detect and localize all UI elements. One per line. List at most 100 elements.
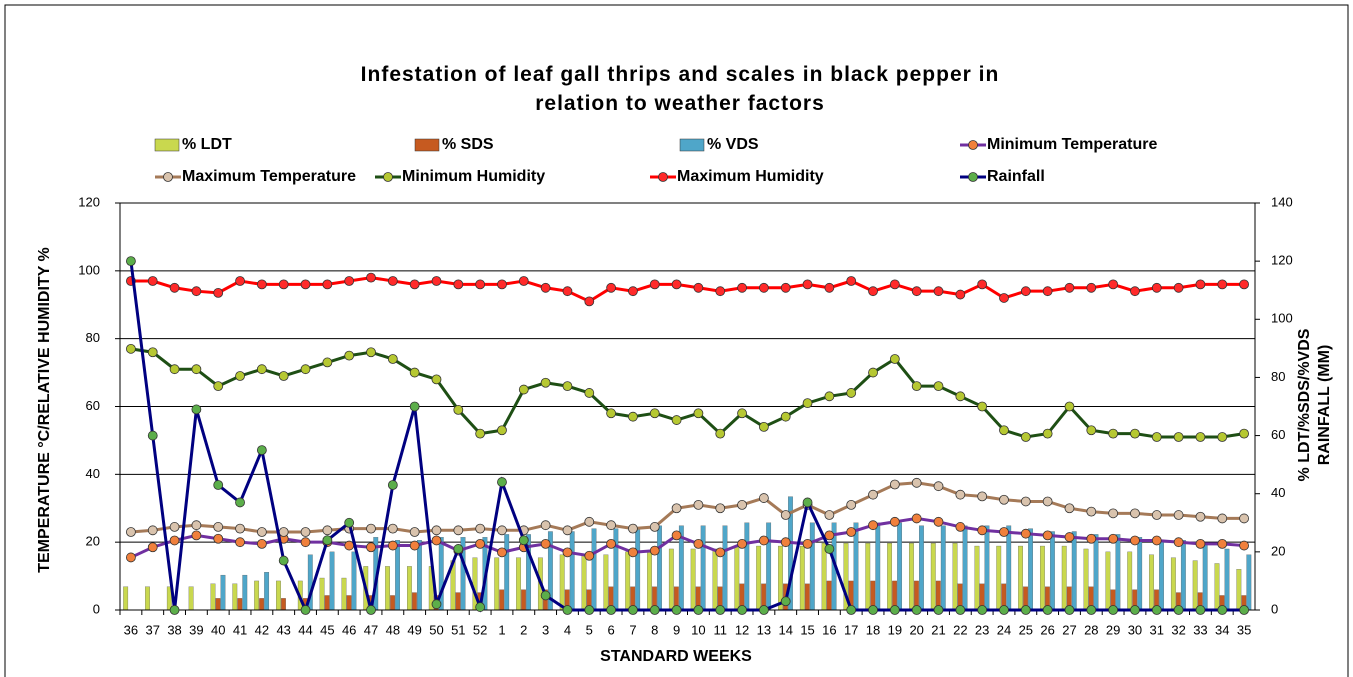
marker [191,404,202,415]
marker [366,542,376,553]
marker [780,510,791,520]
bar [1105,551,1111,611]
marker [737,408,747,419]
marker [1108,533,1119,544]
marker [911,605,922,615]
marker [191,364,202,375]
bar [1180,540,1186,611]
marker [256,538,267,549]
marker [235,371,245,381]
marker [628,605,638,615]
marker [322,525,333,536]
marker [256,279,267,290]
marker [540,538,551,549]
marker [169,535,180,546]
marker [1239,540,1249,551]
marker [1130,428,1140,439]
marker [1042,530,1053,541]
marker [1020,528,1031,539]
bar [145,586,150,611]
y-tick-label: 40 [86,466,100,481]
x-tick-label: 20 [909,622,923,637]
x-tick-label: 49 [407,622,421,637]
marker [977,401,988,412]
marker [300,279,311,290]
marker [737,282,747,293]
marker [191,520,202,531]
marker [1086,533,1097,544]
bar [276,580,281,611]
marker [715,605,726,615]
marker [1064,401,1075,412]
bar [657,525,662,611]
marker [562,381,573,392]
marker [889,354,900,364]
marker [693,605,704,615]
marker [147,430,158,441]
bar [1049,531,1055,611]
x-tick-label: 41 [233,622,247,637]
y-tick-label: 120 [78,194,100,209]
marker [518,384,529,395]
x-tick-label: 48 [386,622,400,637]
marker [366,272,376,283]
bar [766,522,772,611]
bar [1236,569,1242,611]
x-tick-label: 29 [1106,622,1120,637]
x-tick-label: 10 [691,622,705,637]
marker [802,497,813,508]
legend-swatch [163,172,173,182]
marker [1042,428,1053,439]
marker [868,489,878,500]
marker [955,289,966,300]
x-tick-label: 12 [735,622,749,637]
marker [868,286,878,297]
marker [213,287,224,298]
legend-swatch [414,138,440,152]
legend-label: Rainfall [987,168,1045,185]
legend-label: Minimum Humidity [402,168,545,185]
chart-title: Infestation of leaf gall thrips and scal… [360,63,1000,115]
legend-swatch [679,138,705,152]
y-tick-label: 20 [86,534,100,549]
bar [826,580,832,611]
marker [126,527,136,537]
marker [213,480,224,490]
y2-tick-label: 60 [1271,427,1285,442]
x-tick-label: 23 [975,622,989,637]
marker [846,388,857,398]
marker [409,540,420,551]
x-tick-label: 45 [320,622,334,637]
y2-tick-label: 40 [1271,485,1285,500]
marker [933,605,944,615]
marker [1195,605,1206,615]
marker [737,605,747,615]
legend-label: % SDS [442,136,494,153]
marker [780,411,791,422]
marker [606,605,617,615]
bar [559,554,565,611]
bar [909,542,914,611]
marker [1086,282,1097,293]
marker [671,279,682,290]
x-tick-label: 32 [1171,622,1185,637]
x-tick-label: 3 [542,622,549,637]
marker [147,525,158,536]
marker [387,540,398,551]
bar [319,577,325,611]
marker [1086,425,1097,436]
marker [802,538,813,549]
x-tick-label: 25 [1019,622,1033,637]
marker [911,477,922,488]
legend-swatch [968,140,978,150]
marker [366,605,376,615]
marker [628,411,638,422]
bar [1018,545,1023,611]
marker [213,381,224,392]
bar [744,522,750,611]
marker [628,523,638,534]
marker [977,491,988,502]
marker [147,276,158,286]
marker [431,525,442,536]
marker [300,605,311,615]
